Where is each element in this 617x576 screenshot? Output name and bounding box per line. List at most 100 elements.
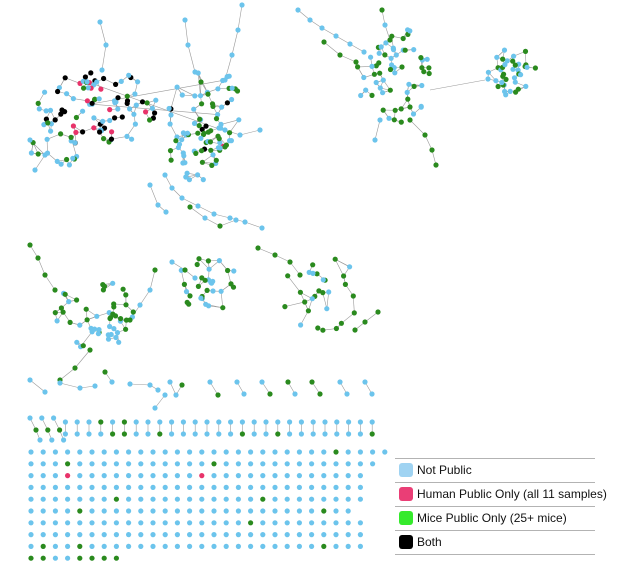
node-not-public (518, 72, 524, 78)
node-mice-public (118, 316, 124, 322)
node-not-public (179, 137, 185, 143)
node-not-public (310, 431, 316, 437)
node-mice-public (297, 289, 303, 295)
node-not-public (150, 496, 156, 502)
node-mice-public (144, 100, 150, 106)
node-not-public (94, 313, 100, 319)
node-not-public (28, 484, 34, 490)
node-not-public (65, 449, 71, 455)
node-not-public (284, 473, 290, 479)
node-not-public (229, 96, 235, 103)
node-not-public (113, 473, 119, 479)
node-not-public (115, 106, 121, 112)
network-edge (289, 261, 301, 276)
node-mice-public (65, 461, 71, 467)
node-not-public (162, 543, 168, 550)
network-edge (409, 119, 426, 136)
node-both (62, 75, 68, 81)
node-human-public (109, 129, 115, 135)
node-not-public (40, 532, 46, 538)
node-mice-public (387, 37, 393, 43)
node-not-public (388, 55, 394, 61)
node-mice-public (199, 101, 205, 107)
node-not-public (116, 339, 122, 345)
node-not-public (66, 299, 72, 305)
node-not-public (118, 78, 124, 84)
node-not-public (187, 484, 193, 490)
node-not-public (126, 461, 132, 467)
node-not-public (65, 520, 71, 526)
node-not-public (357, 419, 363, 425)
node-human-public (84, 98, 90, 104)
node-mice-public (57, 427, 63, 433)
node-not-public (499, 79, 505, 86)
node-not-public (28, 520, 34, 526)
node-not-public (127, 106, 133, 112)
node-not-public (263, 431, 269, 437)
node-mice-public (182, 267, 188, 273)
node-mice-public (220, 305, 226, 311)
node-not-public (150, 484, 156, 490)
node-not-public (183, 174, 189, 180)
node-not-public (133, 419, 139, 425)
node-not-public (326, 289, 332, 295)
node-not-public (358, 92, 364, 99)
node-mice-public (369, 92, 375, 98)
node-mice-public (309, 379, 315, 385)
node-not-public (234, 379, 240, 385)
node-not-public (259, 379, 265, 385)
node-mice-public (418, 55, 424, 61)
node-not-public (199, 496, 205, 502)
node-not-public (174, 484, 180, 490)
node-not-public (132, 91, 138, 97)
node-not-public (378, 44, 384, 50)
node-not-public (101, 484, 107, 490)
node-human-public (107, 107, 113, 113)
node-not-public (235, 449, 241, 455)
network-edge (321, 27, 337, 37)
node-mice-public (58, 131, 64, 137)
node-not-public (28, 543, 34, 550)
node-not-public (77, 520, 83, 526)
node-both (101, 75, 107, 82)
node-not-public (320, 277, 326, 283)
node-not-public (345, 473, 351, 479)
node-not-public (52, 508, 59, 514)
node-mice-public (285, 273, 291, 279)
network-edge (229, 119, 240, 133)
node-mice-public (333, 325, 339, 332)
node-not-public (419, 82, 425, 89)
node-not-public (126, 72, 132, 78)
node-not-public (103, 42, 109, 48)
node-not-public (89, 508, 95, 514)
network-edge (274, 254, 291, 263)
node-not-public (251, 431, 257, 437)
node-not-public (138, 543, 144, 550)
network-edge (335, 258, 350, 268)
node-both (199, 126, 205, 132)
node-mice-public (209, 101, 216, 107)
node-mice-public (102, 369, 108, 375)
node-not-public (162, 449, 168, 455)
node-mice-public (64, 156, 70, 163)
node-mice-public (391, 117, 397, 123)
node-mice-public (123, 326, 129, 332)
node-not-public (309, 296, 315, 302)
node-not-public (357, 431, 363, 437)
node-not-public (228, 431, 234, 437)
node-not-public (333, 473, 339, 479)
node-mice-public (305, 308, 311, 314)
node-not-public (167, 379, 173, 385)
node-not-public (182, 17, 188, 23)
network-edge (197, 205, 215, 215)
node-not-public (40, 461, 46, 467)
node-not-public (192, 93, 198, 99)
node-not-public (272, 532, 278, 538)
node-not-public (309, 449, 315, 455)
node-not-public (503, 92, 509, 98)
node-not-public (169, 185, 175, 191)
node-not-public (235, 543, 241, 550)
node-both (82, 74, 88, 80)
node-not-public (166, 105, 172, 112)
network-edge (149, 184, 159, 206)
